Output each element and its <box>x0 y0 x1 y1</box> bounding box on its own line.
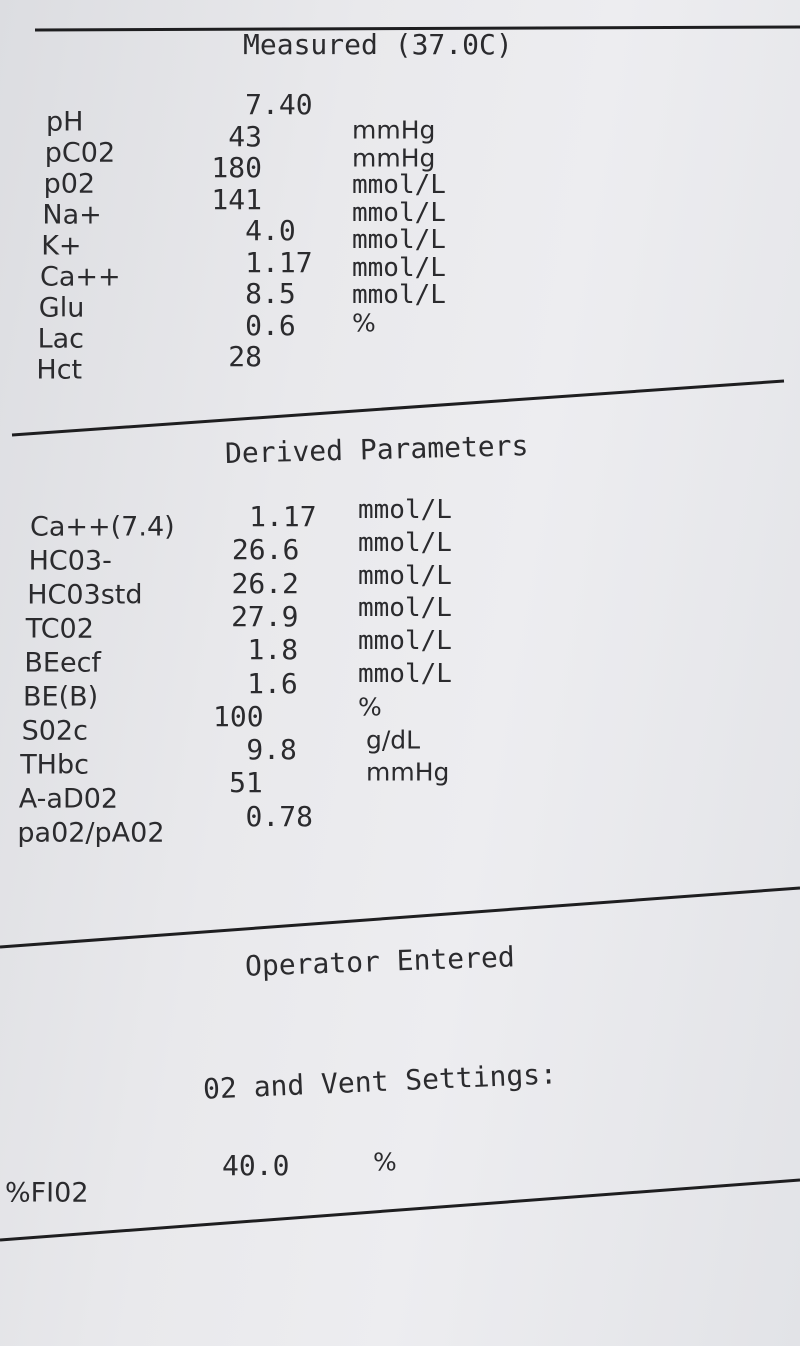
row-label: S02c <box>21 715 88 747</box>
row-value: 43 <box>228 119 262 153</box>
row-unit: mmol/L <box>352 170 446 200</box>
row-value: 100 <box>213 699 264 733</box>
row-label: Na+ <box>42 199 102 231</box>
fio2-label: %FI02 <box>5 1177 89 1209</box>
divider-top <box>34 25 800 32</box>
row-unit: mmHg <box>366 757 450 787</box>
row-value: 1.6 <box>247 666 298 700</box>
row-value: 4.0 <box>245 214 296 247</box>
fio2-unit: % <box>373 1147 397 1177</box>
measured-title: Measured (37.0C) <box>243 28 513 61</box>
row-value: 0.78 <box>245 799 313 833</box>
row-label: pH <box>46 106 84 138</box>
row-label: p02 <box>43 168 96 200</box>
row-value: 1.17 <box>249 500 317 533</box>
derived-title: Derived Parameters <box>224 429 529 470</box>
row-value: 1.8 <box>247 633 299 667</box>
row-label: A-aD02 <box>18 783 119 815</box>
row-value: 8.5 <box>245 277 296 310</box>
row-unit: mmHg <box>352 115 436 145</box>
row-unit: mmHg <box>352 143 436 172</box>
divider-derived-operator <box>0 886 800 949</box>
row-value: 7.40 <box>245 88 313 121</box>
row-unit: mmol/L <box>352 225 446 255</box>
row-unit: mmol/L <box>358 626 452 657</box>
row-label: HC03std <box>27 579 143 611</box>
row-unit: % <box>352 308 376 337</box>
row-value: 9.8 <box>246 733 297 767</box>
row-label: Ca++ <box>40 261 121 293</box>
row-value: 27.9 <box>231 599 299 633</box>
row-label: pa02/pA02 <box>17 817 165 849</box>
row-label: pC02 <box>44 137 116 169</box>
row-unit: mmol/L <box>358 527 452 558</box>
row-value: 141 <box>211 182 262 216</box>
row-label: Hct <box>36 354 83 386</box>
row-unit: mmol/L <box>358 560 452 591</box>
row-label: Glu <box>38 292 85 324</box>
row-unit: mmol/L <box>352 252 446 283</box>
row-unit: mmol/L <box>358 659 452 689</box>
row-value: 26.2 <box>231 566 299 600</box>
row-label: HC03- <box>28 545 112 577</box>
row-unit: mmol/L <box>352 197 446 228</box>
row-label: BE(B) <box>23 681 99 713</box>
row-label: THbc <box>20 749 89 781</box>
row-value: 28 <box>228 340 262 373</box>
row-value: 26.6 <box>231 533 300 567</box>
fio2-value: 40.0 <box>222 1149 290 1182</box>
row-value: 1.17 <box>245 245 313 279</box>
row-value: 51 <box>229 766 263 800</box>
row-label: K+ <box>41 230 82 262</box>
row-unit: mmol/L <box>358 593 452 624</box>
row-label: BEecf <box>24 647 101 679</box>
row-label: TC02 <box>25 613 94 645</box>
row-value: 0.6 <box>245 308 296 342</box>
divider-bottom <box>0 1178 800 1242</box>
row-label: Lac <box>37 323 85 355</box>
divider-measured-derived <box>11 379 785 437</box>
row-value: 180 <box>211 151 262 184</box>
row-label: Ca++(7.4) <box>30 511 175 543</box>
row-unit: % <box>358 692 382 722</box>
row-unit: mmol/L <box>352 280 446 310</box>
row-unit: mmol/L <box>358 495 452 525</box>
row-unit: g/dL <box>366 725 421 755</box>
